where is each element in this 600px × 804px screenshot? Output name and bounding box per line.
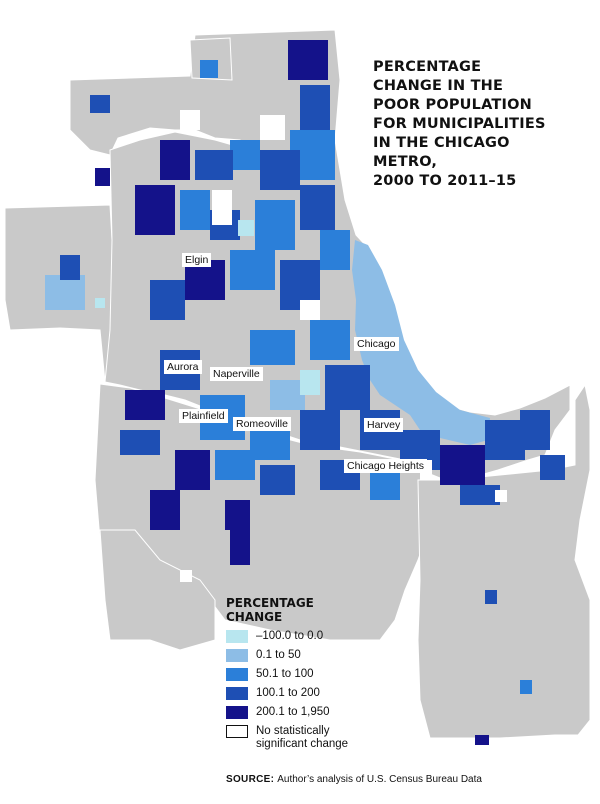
legend-label: –100.0 to 0.0 <box>256 630 324 642</box>
patch <box>230 250 275 290</box>
patch <box>95 298 105 308</box>
patch <box>325 365 370 410</box>
legend-swatch <box>226 649 248 662</box>
title-line: 2000 TO 2011–15 <box>373 173 517 189</box>
patch <box>320 230 350 270</box>
patch <box>120 430 160 455</box>
city-label-chicago-heights: Chicago Heights <box>344 459 428 473</box>
patch <box>212 190 232 225</box>
patch <box>300 300 320 320</box>
patch <box>300 370 320 395</box>
legend-item: –100.0 to 0.0 <box>226 630 376 649</box>
patch <box>238 220 254 236</box>
patch <box>260 150 300 190</box>
patch <box>270 380 305 410</box>
no-change-layer <box>180 110 507 582</box>
legend-title-line: PERCENTAGE <box>226 596 314 610</box>
title-line: METRO, <box>373 154 438 170</box>
city-label-naperville: Naperville <box>210 367 263 381</box>
patch <box>45 275 85 310</box>
patch <box>540 455 565 480</box>
legend-item: 50.1 to 100 <box>226 668 376 687</box>
legend-label: 50.1 to 100 <box>256 668 314 680</box>
patch <box>150 490 180 530</box>
patch <box>300 185 335 230</box>
map-title: PERCENTAGE CHANGE IN THE POOR POPULATION… <box>373 58 583 191</box>
patch <box>215 450 255 480</box>
city-label-aurora: Aurora <box>164 360 202 374</box>
legend-title-line: CHANGE <box>226 610 283 624</box>
patch <box>250 330 295 365</box>
legend-item: 100.1 to 200 <box>226 687 376 706</box>
legend-label: 0.1 to 50 <box>256 649 301 661</box>
patch <box>300 410 340 450</box>
title-line: IN THE CHICAGO <box>373 135 510 151</box>
legend-item: 200.1 to 1,950 <box>226 706 376 725</box>
patch <box>160 140 190 180</box>
city-label-romeoville: Romeoville <box>233 417 291 431</box>
patch <box>485 420 525 460</box>
patch <box>255 200 295 250</box>
patch <box>60 255 80 280</box>
patch <box>180 570 192 582</box>
patch <box>175 450 210 490</box>
patch <box>90 95 110 113</box>
patch <box>495 490 507 502</box>
patch <box>125 390 165 420</box>
patch <box>180 110 200 130</box>
patch <box>520 680 532 694</box>
patch <box>475 735 489 745</box>
patch <box>440 445 485 485</box>
city-label-harvey: Harvey <box>364 418 404 432</box>
legend-swatch <box>226 668 248 681</box>
legend: PERCENTAGE CHANGE –100.0 to 0.0 0.1 to 5… <box>226 596 376 757</box>
title-line: POOR POPULATION <box>373 97 532 113</box>
city-label-elgin: Elgin <box>182 253 212 267</box>
patch <box>180 190 210 230</box>
lake-michigan <box>340 0 600 414</box>
title-line: PERCENTAGE <box>373 59 482 75</box>
patch <box>260 115 285 140</box>
patch <box>300 85 330 130</box>
patch <box>288 40 328 80</box>
patch <box>200 60 218 78</box>
patch <box>150 280 185 320</box>
legend-item: 0.1 to 50 <box>226 649 376 668</box>
patch <box>230 140 260 170</box>
county-grundy <box>99 529 216 651</box>
patch <box>230 525 250 565</box>
legend-label: No statistically significant change <box>256 725 348 751</box>
patch <box>260 465 295 495</box>
patch <box>195 150 233 180</box>
patch <box>460 485 500 505</box>
legend-label-line: No statistically <box>256 725 330 737</box>
patch <box>520 410 550 450</box>
chicago-city <box>352 240 490 445</box>
city-label-plainfield: Plainfield <box>179 409 228 423</box>
legend-swatch <box>226 725 248 738</box>
source-text: Author’s analysis of U.S. Census Bureau … <box>277 774 482 785</box>
patch <box>135 185 175 235</box>
legend-label: 100.1 to 200 <box>256 687 320 699</box>
legend-title: PERCENTAGE CHANGE <box>226 596 376 624</box>
legend-item-nochange: No statistically significant change <box>226 725 376 757</box>
patch <box>310 320 350 360</box>
patch <box>370 470 400 500</box>
legend-label: 200.1 to 1,950 <box>256 706 330 718</box>
title-line: FOR MUNICIPALITIES <box>373 116 546 132</box>
source-note: SOURCE: Author’s analysis of U.S. Census … <box>226 774 482 785</box>
patch <box>485 590 497 604</box>
legend-label-line: significant change <box>256 738 349 750</box>
legend-swatch <box>226 687 248 700</box>
municipality-layer <box>45 40 565 745</box>
title-line: CHANGE IN THE <box>373 78 504 94</box>
source-label: SOURCE: <box>226 774 275 785</box>
city-label-chicago: Chicago <box>354 337 399 351</box>
patch <box>95 168 110 186</box>
legend-swatch <box>226 706 248 719</box>
legend-swatch <box>226 630 248 643</box>
